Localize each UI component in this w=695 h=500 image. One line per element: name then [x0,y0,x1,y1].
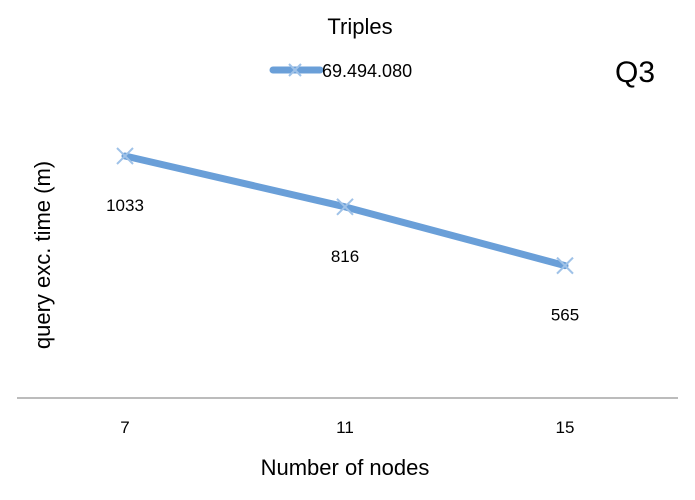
x-tick-label: 15 [556,418,575,437]
y-axis-label: query exc. time (m) [30,161,55,349]
legend: 69.494.080 [269,61,412,81]
x-tick-label: 7 [120,418,129,437]
legend-title: Triples [327,14,392,39]
data-point-marker [336,198,354,216]
x-tick-labels: 7 11 15 [120,418,574,437]
data-label: 816 [331,247,359,266]
data-label: 1033 [106,196,144,215]
data-label: 565 [551,306,579,325]
data-point-marker [556,256,574,275]
plot-area: 1033 816 565 [106,147,579,325]
legend-swatch-marker [288,63,302,77]
x-axis-label: Number of nodes [261,455,430,480]
x-tick-label: 11 [336,418,354,437]
legend-label: 69.494.080 [322,61,412,81]
chart-title: Q3 [615,56,655,89]
data-point-marker [116,147,134,165]
